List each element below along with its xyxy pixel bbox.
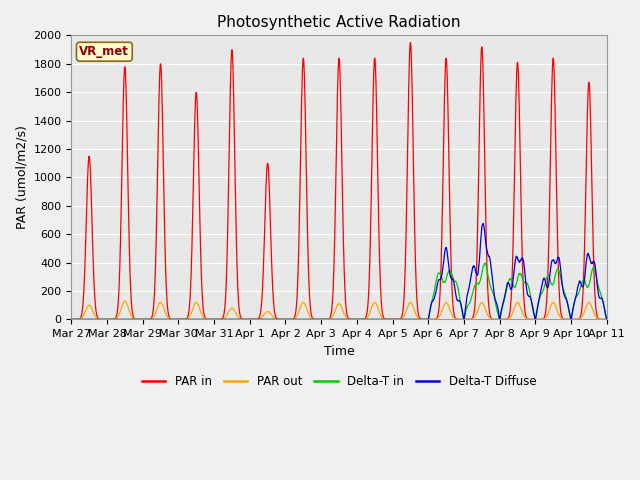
Y-axis label: PAR (umol/m2/s): PAR (umol/m2/s)	[15, 125, 28, 229]
Title: Photosynthetic Active Radiation: Photosynthetic Active Radiation	[217, 15, 461, 30]
Text: VR_met: VR_met	[79, 45, 129, 58]
X-axis label: Time: Time	[324, 345, 355, 358]
Legend: PAR in, PAR out, Delta-T in, Delta-T Diffuse: PAR in, PAR out, Delta-T in, Delta-T Dif…	[137, 371, 541, 393]
